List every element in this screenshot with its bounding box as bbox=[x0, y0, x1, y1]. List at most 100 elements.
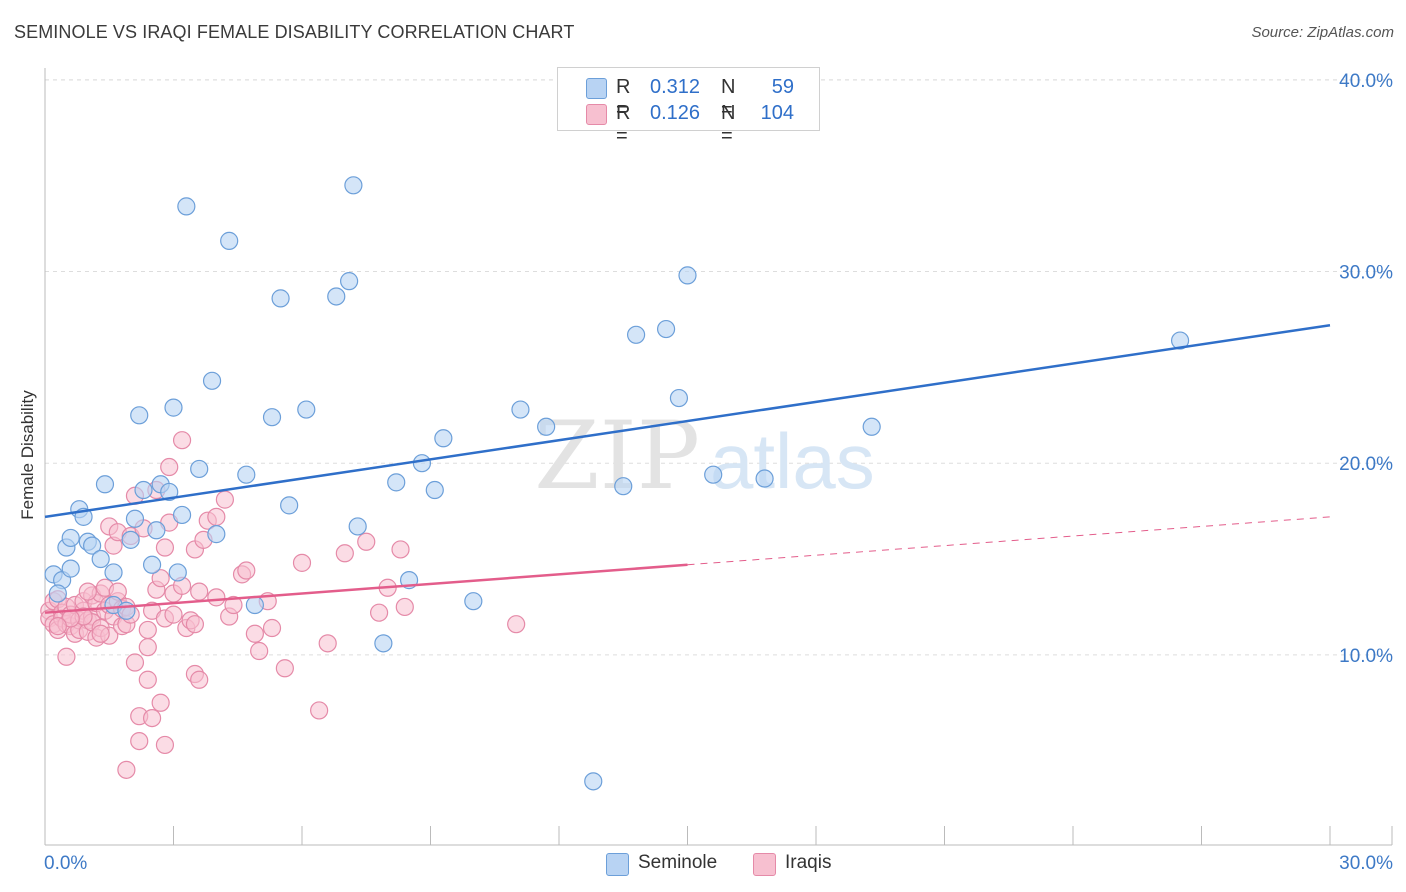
legend-label-seminole: Seminole bbox=[638, 852, 718, 873]
seminole-point bbox=[340, 272, 359, 291]
seminole-point bbox=[177, 197, 196, 216]
seminole-point bbox=[245, 595, 264, 615]
iraqi-point bbox=[138, 638, 157, 657]
seminole-point bbox=[434, 429, 453, 448]
iraqi-point bbox=[48, 617, 67, 636]
seminole-point bbox=[271, 289, 290, 308]
seminole-point bbox=[104, 563, 123, 582]
y-tick-label: 10.0% bbox=[1339, 646, 1393, 667]
seminole-point bbox=[656, 319, 676, 339]
iraqi-point bbox=[391, 540, 410, 559]
iraqi-point bbox=[155, 735, 175, 755]
seminole-point bbox=[172, 505, 192, 525]
seminole-point bbox=[164, 398, 183, 417]
seminole-point bbox=[374, 634, 393, 653]
seminole-swatch bbox=[586, 78, 607, 99]
seminole-point bbox=[755, 469, 774, 488]
y-tick-label: 30.0% bbox=[1339, 263, 1393, 284]
iraqi-trendline-extrapolated bbox=[687, 516, 1331, 566]
seminole-point bbox=[704, 465, 723, 484]
n-label: N = bbox=[721, 102, 736, 147]
iraqi-point bbox=[151, 693, 170, 712]
iraqi-point bbox=[190, 582, 209, 601]
iraqi-point bbox=[172, 431, 192, 450]
stats-legend: R = 0.312 N = 59 R = 0.126 N = 104 bbox=[557, 67, 820, 147]
iraqi-point bbox=[138, 670, 157, 689]
seminole-point bbox=[220, 231, 239, 250]
r-label: R = bbox=[616, 76, 631, 121]
iraqi-point bbox=[78, 582, 97, 601]
trend-lines bbox=[44, 323, 1331, 614]
seminole-point bbox=[160, 482, 179, 502]
tick-labels: 10.0% 20.0% 30.0% 40.0% 0.0% 30.0% bbox=[44, 71, 1393, 874]
x-tick-label: 30.0% bbox=[1339, 853, 1393, 874]
iraqi-point bbox=[155, 538, 175, 557]
axes bbox=[44, 68, 1393, 846]
iraqi-point bbox=[142, 708, 162, 728]
source-label: Source: ZipAtlas.com bbox=[1251, 24, 1394, 41]
iraqi-point bbox=[160, 457, 179, 477]
iraqi-point bbox=[91, 624, 110, 643]
y-tick-label: 20.0% bbox=[1339, 454, 1393, 475]
chart-title: SEMINOLE VS IRAQI FEMALE DISABILITY CORR… bbox=[14, 22, 575, 42]
seminole-point bbox=[117, 601, 136, 620]
seminole-point bbox=[147, 521, 166, 540]
iraqi-point bbox=[190, 670, 209, 689]
seminole-points bbox=[44, 176, 1190, 791]
seminole-point bbox=[280, 496, 299, 515]
n-value: 59 bbox=[771, 76, 794, 98]
series-legend: Seminole Iraqis bbox=[0, 852, 1406, 876]
iraqi-points bbox=[40, 431, 526, 779]
n-label: N = bbox=[721, 76, 736, 121]
iraqi-point bbox=[151, 569, 170, 588]
seminole-point bbox=[297, 400, 316, 419]
seminole-trendline bbox=[44, 323, 1331, 519]
watermark-zip: ZIP bbox=[534, 402, 700, 511]
seminole-point bbox=[207, 525, 226, 544]
seminole-point bbox=[348, 517, 367, 536]
iraqi-point bbox=[395, 597, 414, 617]
seminole-point bbox=[862, 417, 881, 436]
seminole-point bbox=[584, 772, 603, 791]
iraqi-point bbox=[117, 760, 136, 779]
iraqi-point bbox=[215, 490, 234, 509]
seminole-point bbox=[83, 536, 102, 555]
iraqi-legend-swatch bbox=[753, 853, 776, 876]
seminole-point bbox=[669, 388, 689, 408]
iraqi-point bbox=[250, 641, 269, 661]
watermark-atlas: atlas bbox=[710, 417, 875, 505]
iraqi-point bbox=[262, 618, 282, 638]
seminole-legend-swatch bbox=[606, 853, 629, 876]
seminole-point bbox=[202, 371, 222, 390]
iraqi-point bbox=[245, 624, 264, 643]
seminole-point bbox=[142, 555, 162, 574]
seminole-point bbox=[344, 176, 363, 195]
seminole-point bbox=[1170, 331, 1190, 350]
iraqi-point bbox=[185, 615, 205, 634]
iraqi-point bbox=[237, 561, 256, 580]
iraqi-point bbox=[138, 620, 157, 640]
iraqi-point bbox=[318, 634, 337, 653]
iraqi-point bbox=[224, 595, 243, 615]
iraqi-point bbox=[125, 653, 145, 672]
seminole-point bbox=[125, 509, 145, 528]
iraqi-point bbox=[357, 532, 376, 551]
iraqi-point bbox=[370, 603, 389, 622]
seminole-point bbox=[678, 266, 697, 285]
seminole-point bbox=[91, 549, 110, 569]
iraqi-point bbox=[507, 615, 526, 634]
iraqi-point bbox=[164, 605, 183, 624]
seminole-point bbox=[121, 530, 140, 549]
seminole-point bbox=[537, 417, 556, 436]
seminole-point bbox=[511, 400, 530, 419]
r-value: 0.312 bbox=[650, 76, 701, 98]
r-label: R = bbox=[616, 102, 631, 147]
seminole-point bbox=[95, 475, 115, 494]
seminole-point bbox=[425, 480, 444, 500]
seminole-point bbox=[130, 406, 149, 425]
seminole-point bbox=[134, 480, 153, 500]
seminole-point bbox=[412, 454, 432, 473]
seminole-point bbox=[614, 477, 633, 496]
iraqi-point bbox=[292, 553, 312, 572]
y-tick-label: 40.0% bbox=[1339, 71, 1393, 92]
